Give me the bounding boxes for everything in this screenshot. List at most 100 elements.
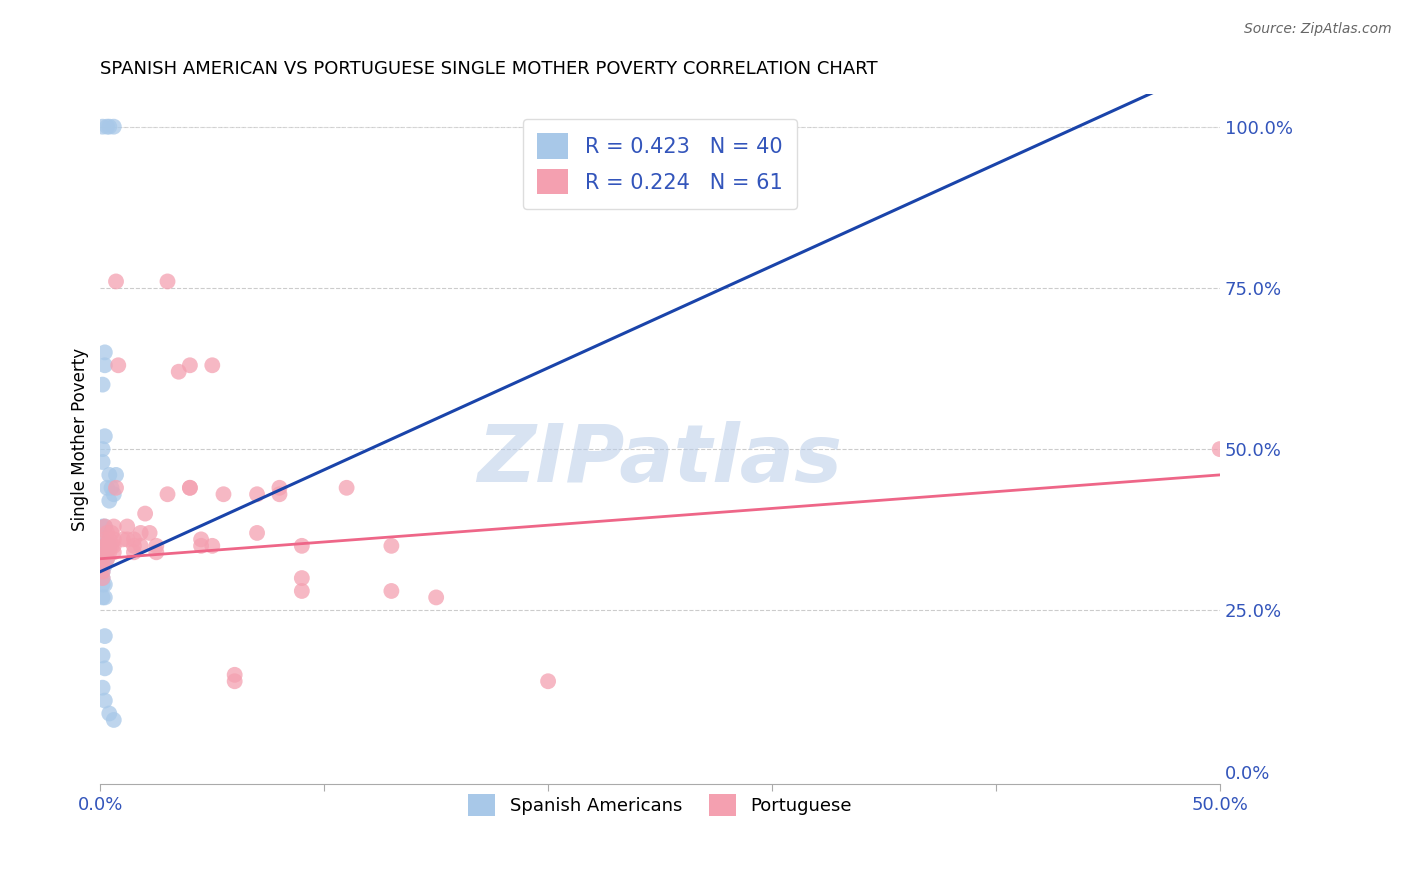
- Text: ZIPatlas: ZIPatlas: [478, 421, 842, 500]
- Point: [94, 358, 117, 372]
- Point: [94, 661, 117, 675]
- Point: [94, 591, 117, 605]
- Point: [212, 487, 235, 501]
- Point: [98, 706, 121, 721]
- Legend: Spanish Americans, Portuguese: Spanish Americans, Portuguese: [461, 788, 859, 823]
- Point: [156, 275, 179, 289]
- Point: [94, 539, 117, 553]
- Point: [91, 648, 114, 663]
- Point: [103, 713, 125, 727]
- Point: [96, 525, 118, 540]
- Point: [94, 629, 117, 643]
- Point: [94, 519, 117, 533]
- Point: [336, 481, 359, 495]
- Point: [96, 539, 118, 553]
- Point: [91, 558, 114, 573]
- Text: SPANISH AMERICAN VS PORTUGUESE SINGLE MOTHER POVERTY CORRELATION CHART: SPANISH AMERICAN VS PORTUGUESE SINGLE MO…: [100, 60, 877, 78]
- Point: [145, 539, 167, 553]
- Point: [100, 525, 122, 540]
- Point: [91, 519, 114, 533]
- Point: [105, 467, 128, 482]
- Point: [103, 519, 125, 533]
- Point: [91, 681, 114, 695]
- Point: [122, 545, 145, 559]
- Point: [98, 120, 121, 134]
- Point: [91, 551, 114, 566]
- Point: [291, 539, 314, 553]
- Point: [91, 571, 114, 585]
- Point: [224, 674, 246, 689]
- Point: [98, 533, 121, 547]
- Point: [1209, 442, 1232, 456]
- Point: [96, 481, 118, 495]
- Point: [94, 519, 117, 533]
- Point: [94, 551, 117, 566]
- Point: [98, 493, 121, 508]
- Point: [96, 551, 118, 566]
- Point: [179, 481, 201, 495]
- Point: [96, 545, 118, 559]
- Point: [179, 358, 201, 372]
- Point: [103, 120, 125, 134]
- Point: [91, 442, 114, 456]
- Point: [98, 545, 121, 559]
- Point: [115, 519, 138, 533]
- Point: [103, 539, 125, 553]
- Point: [96, 551, 118, 566]
- Point: [94, 558, 117, 573]
- Point: [91, 551, 114, 566]
- Point: [122, 533, 145, 547]
- Point: [91, 539, 114, 553]
- Point: [91, 565, 114, 579]
- Point: [269, 481, 291, 495]
- Point: [246, 487, 269, 501]
- Point: [134, 507, 156, 521]
- Point: [246, 525, 269, 540]
- Point: [103, 545, 125, 559]
- Point: [103, 533, 125, 547]
- Point: [122, 539, 145, 553]
- Point: [291, 584, 314, 599]
- Point: [94, 345, 117, 359]
- Point: [380, 539, 402, 553]
- Point: [91, 455, 114, 469]
- Point: [138, 525, 160, 540]
- Point: [91, 591, 114, 605]
- Point: [291, 571, 314, 585]
- Point: [91, 571, 114, 585]
- Point: [129, 525, 152, 540]
- Point: [103, 487, 125, 501]
- Point: [111, 533, 134, 547]
- Point: [98, 539, 121, 553]
- Point: [94, 429, 117, 443]
- Point: [115, 533, 138, 547]
- Point: [94, 577, 117, 591]
- Point: [91, 533, 114, 547]
- Point: [98, 539, 121, 553]
- Point: [96, 120, 118, 134]
- Point: [96, 539, 118, 553]
- Point: [190, 539, 212, 553]
- Point: [94, 533, 117, 547]
- Point: [380, 584, 402, 599]
- Point: [107, 358, 129, 372]
- Point: [190, 533, 212, 547]
- Point: [179, 481, 201, 495]
- Y-axis label: Single Mother Poverty: Single Mother Poverty: [72, 348, 89, 531]
- Point: [105, 481, 128, 495]
- Point: [537, 674, 560, 689]
- Point: [91, 565, 114, 579]
- Point: [201, 539, 224, 553]
- Point: [167, 365, 190, 379]
- Point: [91, 558, 114, 573]
- Point: [145, 545, 167, 559]
- Point: [201, 358, 224, 372]
- Point: [105, 275, 128, 289]
- Text: Source: ZipAtlas.com: Source: ZipAtlas.com: [1244, 22, 1392, 37]
- Point: [91, 577, 114, 591]
- Point: [224, 668, 246, 682]
- Point: [100, 539, 122, 553]
- Point: [425, 591, 447, 605]
- Point: [91, 377, 114, 392]
- Point: [98, 467, 121, 482]
